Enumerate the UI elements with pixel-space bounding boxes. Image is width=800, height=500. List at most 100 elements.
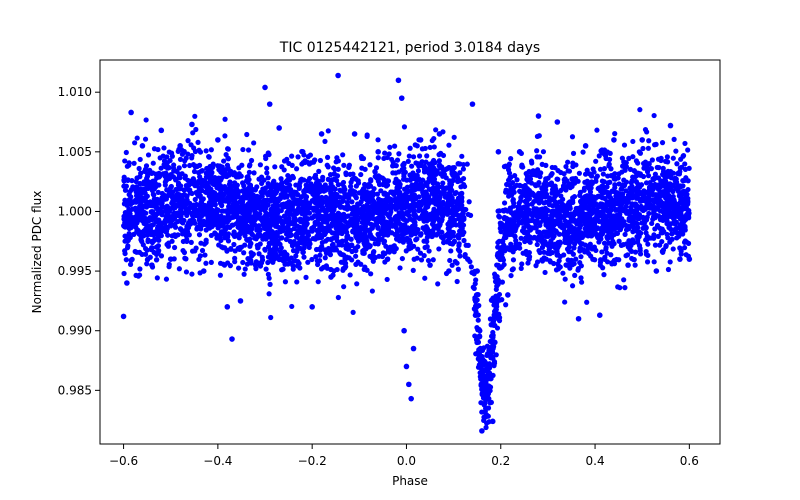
data-point xyxy=(282,279,289,285)
data-point xyxy=(350,209,356,215)
data-point xyxy=(562,299,568,305)
data-point xyxy=(195,170,202,176)
data-point xyxy=(646,193,652,199)
data-point xyxy=(540,184,546,191)
data-point xyxy=(404,218,410,224)
data-point xyxy=(636,243,643,249)
data-point xyxy=(389,190,395,196)
data-point xyxy=(203,189,209,196)
data-point xyxy=(134,210,140,216)
data-point xyxy=(407,145,413,151)
data-point xyxy=(341,284,347,290)
data-point xyxy=(202,207,208,213)
data-point xyxy=(421,190,427,196)
data-point xyxy=(232,259,238,265)
data-point xyxy=(203,227,209,233)
data-point xyxy=(161,145,167,151)
data-point xyxy=(644,259,651,265)
data-point xyxy=(584,178,590,184)
data-point xyxy=(641,216,647,222)
data-point xyxy=(600,208,606,215)
data-point xyxy=(664,231,670,238)
data-point xyxy=(446,194,453,201)
data-point xyxy=(607,150,613,157)
data-point xyxy=(572,209,578,215)
data-point xyxy=(414,177,421,184)
data-point xyxy=(158,253,165,259)
data-point xyxy=(152,213,159,219)
data-point xyxy=(430,257,436,263)
data-point xyxy=(444,166,450,172)
data-point xyxy=(174,210,181,216)
data-point xyxy=(507,205,514,212)
data-point xyxy=(183,155,189,161)
data-point xyxy=(487,316,493,322)
data-point xyxy=(619,155,626,161)
data-point xyxy=(156,208,162,214)
data-point xyxy=(143,117,149,123)
data-point xyxy=(212,202,218,208)
data-point xyxy=(618,242,625,248)
data-point xyxy=(437,162,443,168)
data-point xyxy=(496,297,503,303)
data-point xyxy=(593,158,599,164)
data-point xyxy=(473,303,479,309)
data-point xyxy=(659,140,666,146)
data-point xyxy=(184,210,190,216)
data-point xyxy=(171,244,178,251)
data-point xyxy=(331,176,337,182)
data-point xyxy=(554,176,560,182)
data-point xyxy=(354,281,360,287)
data-point xyxy=(187,221,194,227)
data-point xyxy=(333,229,340,235)
data-point xyxy=(573,256,579,262)
data-point xyxy=(525,202,531,208)
data-point xyxy=(362,223,368,229)
data-point xyxy=(143,204,150,210)
data-point xyxy=(654,164,660,171)
data-point xyxy=(635,160,641,166)
data-point xyxy=(355,180,362,186)
data-point xyxy=(517,183,523,189)
data-point xyxy=(274,220,280,226)
data-point xyxy=(293,253,299,259)
data-point xyxy=(222,133,228,139)
data-point xyxy=(297,265,303,271)
data-point xyxy=(571,233,577,239)
data-point xyxy=(671,136,677,142)
data-point xyxy=(655,156,662,162)
data-point xyxy=(334,173,341,179)
data-point xyxy=(376,232,382,239)
data-point xyxy=(137,156,143,163)
data-point xyxy=(132,140,138,146)
data-point xyxy=(343,264,349,270)
data-point xyxy=(235,265,242,271)
data-point xyxy=(302,242,308,248)
data-point xyxy=(498,252,504,258)
data-point xyxy=(634,191,640,197)
data-point xyxy=(338,259,344,265)
data-point xyxy=(528,169,534,175)
data-point xyxy=(255,245,261,251)
data-point xyxy=(529,160,535,166)
data-point xyxy=(327,172,334,178)
data-point xyxy=(517,219,523,225)
data-point xyxy=(632,262,638,268)
data-point xyxy=(571,245,577,251)
data-point xyxy=(265,202,271,208)
data-point xyxy=(456,235,462,241)
data-point xyxy=(532,225,538,231)
data-point xyxy=(591,169,597,175)
data-point xyxy=(267,241,273,247)
data-point xyxy=(454,172,460,179)
data-point xyxy=(158,229,164,235)
data-point xyxy=(203,260,209,266)
data-point xyxy=(215,213,221,219)
data-point xyxy=(206,154,212,160)
data-point xyxy=(368,271,374,277)
data-point xyxy=(637,107,643,113)
data-point xyxy=(563,205,569,211)
data-point xyxy=(203,211,209,217)
data-point xyxy=(218,237,224,244)
data-point xyxy=(165,164,171,170)
